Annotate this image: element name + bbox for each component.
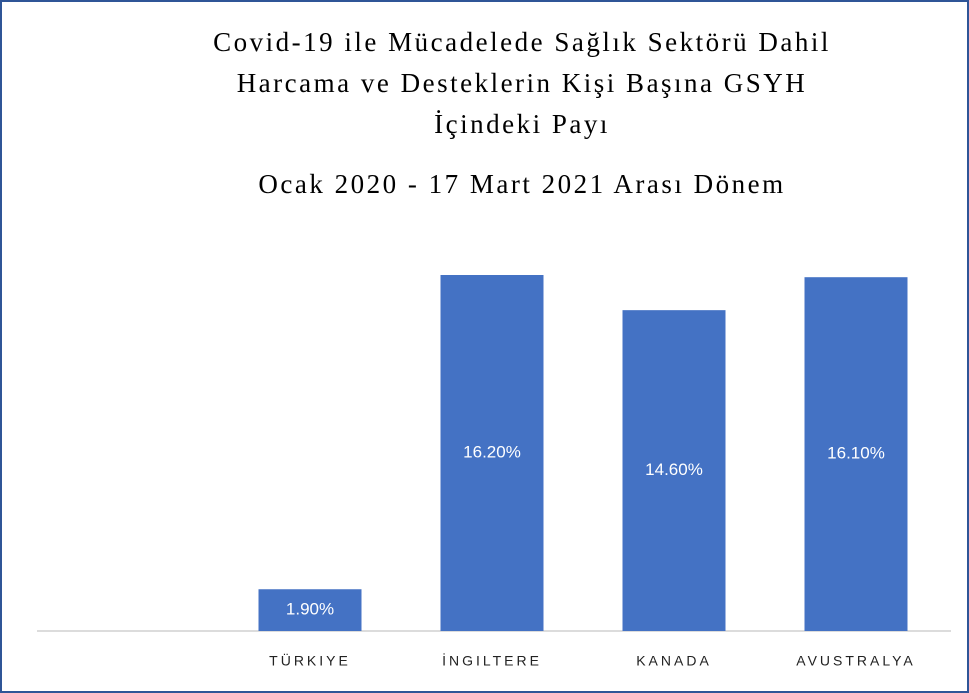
- x-tick-label: KANADA: [636, 653, 712, 669]
- x-tick-label: İNGILTERE: [442, 652, 542, 669]
- chart-title: İçindeki Payı: [434, 109, 610, 139]
- data-label: 1.90%: [286, 600, 334, 619]
- x-tick-label: TÜRKIYE: [269, 652, 351, 669]
- data-label: 16.10%: [827, 444, 885, 463]
- chart-subtitle: Ocak 2020 - 17 Mart 2021 Arası Dönem: [258, 169, 785, 199]
- bar: [440, 275, 544, 631]
- chart-title: Covid-19 ile Mücadelede Sağlık Sektörü D…: [213, 27, 831, 57]
- data-label: 14.60%: [645, 460, 703, 479]
- chart-title: Harcama ve Desteklerin Kişi Başına GSYH: [237, 68, 808, 98]
- data-label: 16.20%: [463, 442, 521, 461]
- bar: [804, 277, 908, 631]
- x-tick-label: AVUSTRALYA: [796, 653, 915, 669]
- bar: [622, 310, 726, 631]
- bar: [258, 589, 362, 631]
